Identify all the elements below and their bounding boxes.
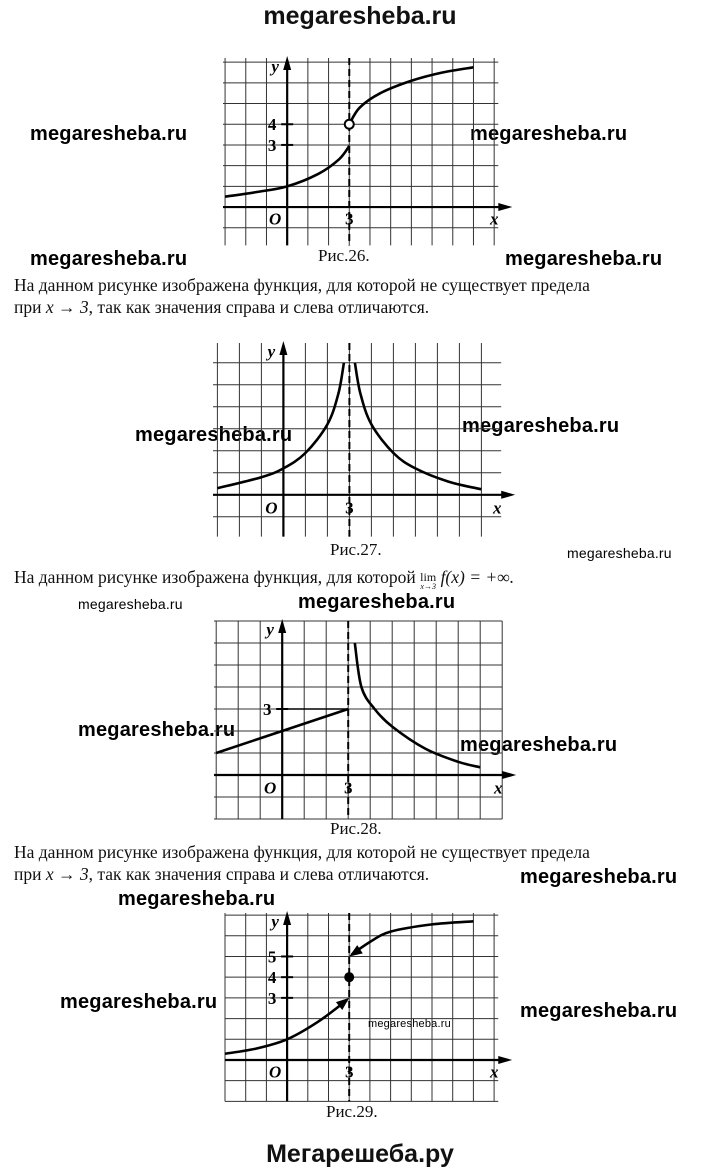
watermark: megaresheba.ru [135,424,293,446]
x-axis-label: x [489,210,499,229]
x-axis-arrow-icon [501,771,516,779]
y-tick-label: 5 [268,947,277,966]
figure-caption: Рис.28. [330,819,382,838]
open-point [343,118,355,130]
origin-label: O [264,779,276,798]
y-tick-label: 3 [263,700,272,719]
y-axis-arrow-icon [282,55,291,70]
watermark: megaresheba.ru [470,123,628,145]
function-curve [347,65,474,125]
y-tick-label: 3 [268,989,277,1008]
y-tick-label: 4 [268,968,277,987]
figure-caption: Рис.29. [326,1102,378,1121]
figure-27-graph: y x O 3 [212,341,515,537]
x-axis-label: x [493,779,503,798]
function-curve [353,362,482,491]
watermark: megaresheba.ru [505,248,663,270]
x-tick-label: 3 [345,1063,354,1082]
x-tick-label: 3 [345,210,354,229]
limit-notation: lim x→3 [420,570,437,591]
origin-label: O [265,499,277,518]
watermark: megaresheba.ru [520,1000,678,1022]
site-footer: Мегарешеба.ру [266,1140,454,1168]
paragraph-line: при x → 3, так как значения справа и сле… [14,297,430,317]
figure-28-graph: y x O 3 3 [213,619,516,820]
paragraph-line: На данном рисунке изображена функция, дл… [14,275,590,295]
origin-label: O [269,210,281,229]
function-curve [215,707,349,755]
y-axis-label: y [264,620,274,639]
function-curve [224,145,351,198]
y-axis-label: y [269,57,279,76]
y-axis-arrow-icon [278,341,287,356]
watermark: megaresheba.ru [30,123,188,145]
function-curve [216,362,345,490]
function-curve [353,642,481,769]
watermark: megaresheba.ru [460,734,618,756]
y-axis-arrow-icon [282,911,291,926]
y-axis-label: y [269,912,279,931]
watermark: megaresheba.ru [30,248,188,270]
watermark: megaresheba.ru [298,591,456,613]
filled-point [344,972,355,983]
x-axis-label: x [489,1063,499,1082]
figure-caption: Рис.27. [330,540,382,559]
origin-label: O [269,1063,281,1082]
x-axis-arrow-icon [500,490,515,499]
watermark: megaresheba.ru [118,888,276,910]
y-axis-label: y [265,342,275,361]
y-tick-label: 4 [268,115,277,134]
x-axis-arrow-icon [498,1055,513,1064]
watermark: megaresheba.ru [368,1018,451,1030]
site-header: megaresheba.ru [263,2,457,30]
watermark: megaresheba.ru [567,545,672,561]
function-curve [350,919,474,956]
watermark: megaresheba.ru [78,596,183,612]
arrowhead-icon [349,945,363,957]
y-axis-arrow-icon [277,619,286,633]
watermark: megaresheba.ru [60,991,218,1013]
figure-29-graph: y x O 3 5 4 3 [224,911,513,1102]
y-tick-label: 3 [268,136,277,155]
watermark: megaresheba.ru [78,719,236,741]
function-curve [224,998,348,1056]
x-tick-label: 3 [345,499,354,518]
x-axis-label: x [492,499,502,518]
x-axis-arrow-icon [498,202,513,211]
figure-caption: Рис.26. [318,246,370,265]
arrowhead-icon [335,997,350,1010]
watermark: megaresheba.ru [520,866,678,888]
paragraph-line: На данном рисунке изображена функция, дл… [14,567,515,591]
paragraph-line: На данном рисунке изображена функция, дл… [14,842,590,862]
watermark: megaresheba.ru [462,415,620,437]
figure-26-graph: y x O 3 4 3 [222,55,513,246]
paragraph-line: при x → 3, так как значения справа и сле… [14,864,430,884]
x-tick-label: 3 [344,779,353,798]
